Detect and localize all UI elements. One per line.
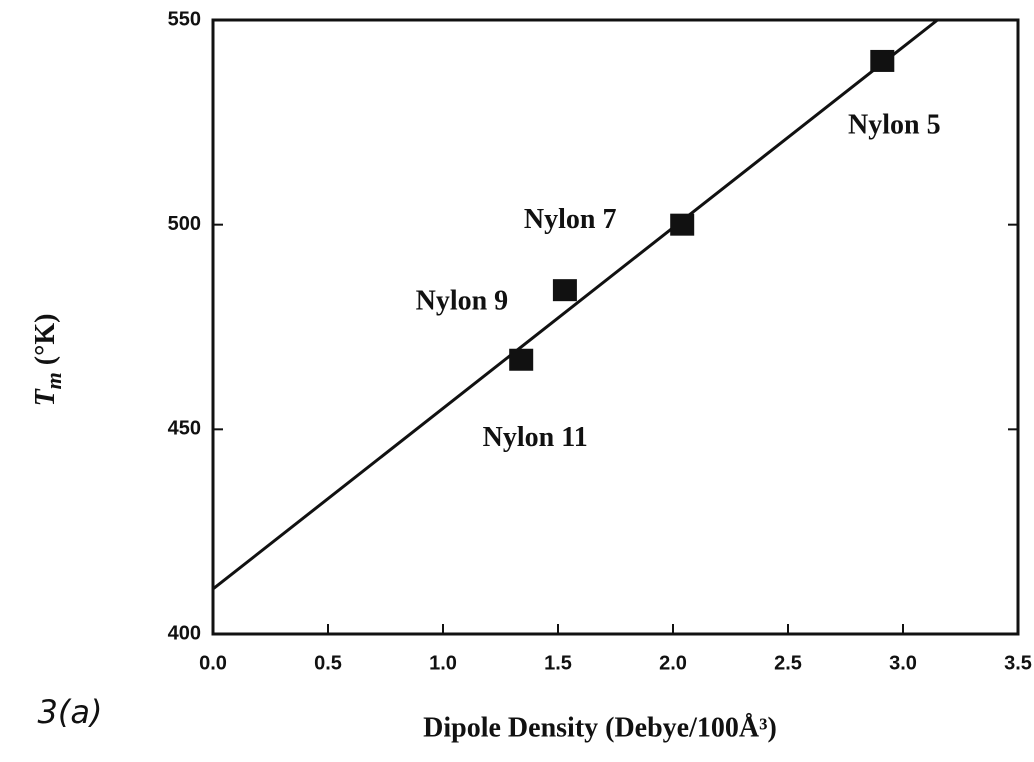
x-tick-label: 2.5 <box>774 652 802 674</box>
y-tick-label: 400 <box>168 622 201 644</box>
point-label: Nylon 11 <box>483 422 588 453</box>
y-label-main: T <box>30 387 61 406</box>
x-axis-label: Dipole Density (Debye/100Å³) <box>423 712 777 743</box>
y-label-rest: (°K) <box>30 314 61 373</box>
point <box>870 49 895 72</box>
x-tick-label: 3.0 <box>889 652 917 674</box>
point-label: Nylon 9 <box>416 286 509 317</box>
x-tick-label: 3.5 <box>1004 652 1032 674</box>
point-label: Nylon 7 <box>524 204 617 235</box>
x-tick-label: 1.0 <box>429 652 457 674</box>
point <box>552 279 577 302</box>
plot-frame <box>211 18 1020 636</box>
y-axis-label: Tm (°K) <box>30 314 66 407</box>
x-tick-label: 0.5 <box>314 652 342 674</box>
y-label-sub: m <box>41 372 66 389</box>
x-tick-label: 2.0 <box>659 652 687 674</box>
fit-line <box>212 18 939 591</box>
x-tick-label: 1.5 <box>544 652 572 674</box>
point <box>509 348 534 371</box>
y-tick-label: 550 <box>168 8 201 30</box>
x-tick-label: 0.0 <box>199 652 227 674</box>
point-label: Nylon 5 <box>848 109 941 140</box>
y-tick-label: 450 <box>168 418 201 440</box>
annotation: 3(a) <box>38 693 103 731</box>
y-tick-label: 500 <box>168 213 201 235</box>
point <box>670 213 695 236</box>
